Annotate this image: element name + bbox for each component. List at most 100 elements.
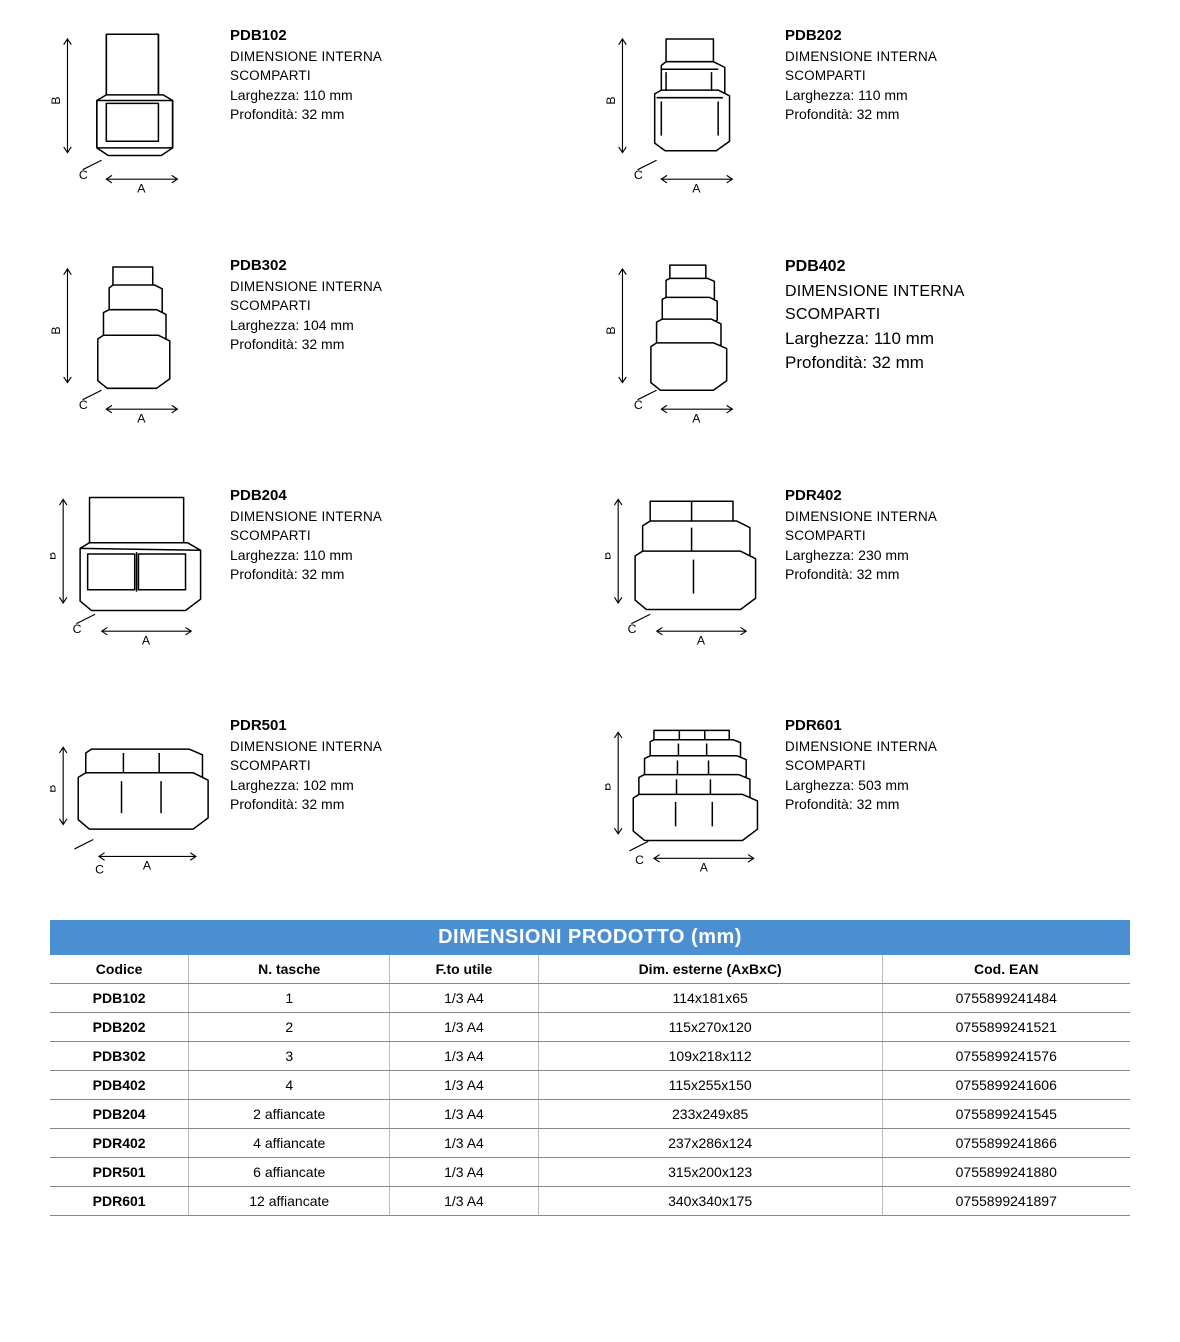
product-code: PDR501 (230, 715, 382, 736)
product-grid: PDB102 DIMENSIONE INTERNA SCOMPARTI Larg… (50, 20, 1130, 890)
spec-heading-line1: DIMENSIONE INTERNA (230, 278, 382, 297)
table-cell: 315x200x123 (538, 1158, 882, 1187)
table-cell: 114x181x65 (538, 984, 882, 1013)
table-cell: 1/3 A4 (390, 1187, 539, 1216)
table-cell: 12 affiancate (189, 1187, 390, 1216)
table-cell: 0755899241521 (882, 1013, 1130, 1042)
product-depth: Profondità: 32 mm (230, 565, 382, 585)
spec-heading-line1: DIMENSIONE INTERNA (785, 738, 937, 757)
table-cell: 0755899241866 (882, 1129, 1130, 1158)
table-cell: PDR402 (50, 1129, 189, 1158)
table-cell: 0755899241606 (882, 1071, 1130, 1100)
table-header-cell: Codice (50, 955, 189, 984)
table-cell: 115x270x120 (538, 1013, 882, 1042)
table-row: PDB2042 affiancate1/3 A4233x249x85075589… (50, 1100, 1130, 1129)
table-cell: 2 affiancate (189, 1100, 390, 1129)
product-info: PDB202 DIMENSIONE INTERNA SCOMPARTI Larg… (785, 20, 937, 125)
table-cell: 1/3 A4 (390, 1129, 539, 1158)
table-cell: 1/3 A4 (390, 1013, 539, 1042)
table-cell: 237x286x124 (538, 1129, 882, 1158)
table-cell: 6 affiancate (189, 1158, 390, 1187)
table-cell: 1/3 A4 (390, 1100, 539, 1129)
table-cell: 0755899241576 (882, 1042, 1130, 1071)
product-info: PDB204 DIMENSIONE INTERNA SCOMPARTI Larg… (230, 480, 382, 585)
table-cell: 109x218x112 (538, 1042, 882, 1071)
product-info: PDR601 DIMENSIONE INTERNA SCOMPARTI Larg… (785, 710, 937, 815)
product-code: PDR601 (785, 715, 937, 736)
spec-heading-line2: SCOMPARTI (230, 297, 382, 316)
product-code: PDR402 (785, 485, 937, 506)
table-row: PDB30231/3 A4109x218x1120755899241576 (50, 1042, 1130, 1071)
table-cell: 233x249x85 (538, 1100, 882, 1129)
spec-heading-line2: SCOMPARTI (230, 67, 382, 86)
table-cell: 0755899241545 (882, 1100, 1130, 1129)
table-row: PDR60112 affiancate1/3 A4340x340x1750755… (50, 1187, 1130, 1216)
product-depth: Profondità: 32 mm (785, 351, 965, 376)
table-cell: PDB202 (50, 1013, 189, 1042)
spec-heading-line1: DIMENSIONE INTERNA (230, 48, 382, 67)
product-diagram (50, 480, 210, 660)
table-cell: 340x340x175 (538, 1187, 882, 1216)
table-row: PDR5016 affiancate1/3 A4315x200x12307558… (50, 1158, 1130, 1187)
table-header-cell: Dim. esterne (AxBxC) (538, 955, 882, 984)
spec-heading-line2: SCOMPARTI (785, 757, 937, 776)
product-depth: Profondità: 32 mm (785, 795, 937, 815)
spec-heading-line2: SCOMPARTI (785, 527, 937, 546)
product-item: PDB302 DIMENSIONE INTERNA SCOMPARTI Larg… (50, 250, 575, 430)
table-cell: 0755899241897 (882, 1187, 1130, 1216)
product-diagram (50, 710, 210, 890)
table-header-cell: Cod. EAN (882, 955, 1130, 984)
product-width: Larghezza: 230 mm (785, 546, 937, 566)
table-cell: PDB102 (50, 984, 189, 1013)
product-code: PDB202 (785, 25, 937, 46)
product-code: PDB204 (230, 485, 382, 506)
product-depth: Profondità: 32 mm (230, 795, 382, 815)
product-info: PDB402 DIMENSIONE INTERNA SCOMPARTI Larg… (785, 250, 965, 376)
table-cell: 4 (189, 1071, 390, 1100)
spec-heading-line1: DIMENSIONE INTERNA (230, 508, 382, 527)
table-cell: 0755899241484 (882, 984, 1130, 1013)
product-width: Larghezza: 110 mm (230, 546, 382, 566)
table-cell: PDB402 (50, 1071, 189, 1100)
product-code: PDB402 (785, 255, 965, 278)
spec-heading-line2: SCOMPARTI (785, 303, 965, 326)
product-diagram (50, 20, 210, 200)
product-diagram (50, 250, 210, 430)
product-depth: Profondità: 32 mm (230, 105, 382, 125)
table-cell: PDR501 (50, 1158, 189, 1187)
product-width: Larghezza: 110 mm (230, 86, 382, 106)
product-width: Larghezza: 110 mm (785, 327, 965, 352)
table-cell: 0755899241880 (882, 1158, 1130, 1187)
product-diagram (605, 480, 765, 660)
product-item: PDB102 DIMENSIONE INTERNA SCOMPARTI Larg… (50, 20, 575, 200)
product-item: PDB204 DIMENSIONE INTERNA SCOMPARTI Larg… (50, 480, 575, 660)
product-code: PDB102 (230, 25, 382, 46)
table-header-cell: F.to utile (390, 955, 539, 984)
table-cell: 3 (189, 1042, 390, 1071)
table-cell: 1/3 A4 (390, 984, 539, 1013)
spec-heading-line2: SCOMPARTI (230, 527, 382, 546)
table-cell: 1/3 A4 (390, 1042, 539, 1071)
product-width: Larghezza: 503 mm (785, 776, 937, 796)
product-depth: Profondità: 32 mm (230, 335, 382, 355)
product-depth: Profondità: 32 mm (785, 565, 937, 585)
spec-heading-line1: DIMENSIONE INTERNA (230, 738, 382, 757)
product-item: PDR601 DIMENSIONE INTERNA SCOMPARTI Larg… (605, 710, 1130, 890)
product-info: PDB302 DIMENSIONE INTERNA SCOMPARTI Larg… (230, 250, 382, 355)
table-row: PDB40241/3 A4115x255x1500755899241606 (50, 1071, 1130, 1100)
table-row: PDR4024 affiancate1/3 A4237x286x12407558… (50, 1129, 1130, 1158)
spec-heading-line1: DIMENSIONE INTERNA (785, 508, 937, 527)
table-title: DIMENSIONI PRODOTTO (mm) (50, 920, 1130, 955)
table-cell: 2 (189, 1013, 390, 1042)
spec-heading-line2: SCOMPARTI (785, 67, 937, 86)
table-cell: 1/3 A4 (390, 1071, 539, 1100)
spec-heading-line1: DIMENSIONE INTERNA (785, 48, 937, 67)
table-cell: 1 (189, 984, 390, 1013)
spec-heading-line2: SCOMPARTI (230, 757, 382, 776)
product-width: Larghezza: 104 mm (230, 316, 382, 336)
product-width: Larghezza: 110 mm (785, 86, 937, 106)
product-item: PDR501 DIMENSIONE INTERNA SCOMPARTI Larg… (50, 710, 575, 890)
product-depth: Profondità: 32 mm (785, 105, 937, 125)
table-row: PDB10211/3 A4114x181x650755899241484 (50, 984, 1130, 1013)
table-row: PDB20221/3 A4115x270x1200755899241521 (50, 1013, 1130, 1042)
